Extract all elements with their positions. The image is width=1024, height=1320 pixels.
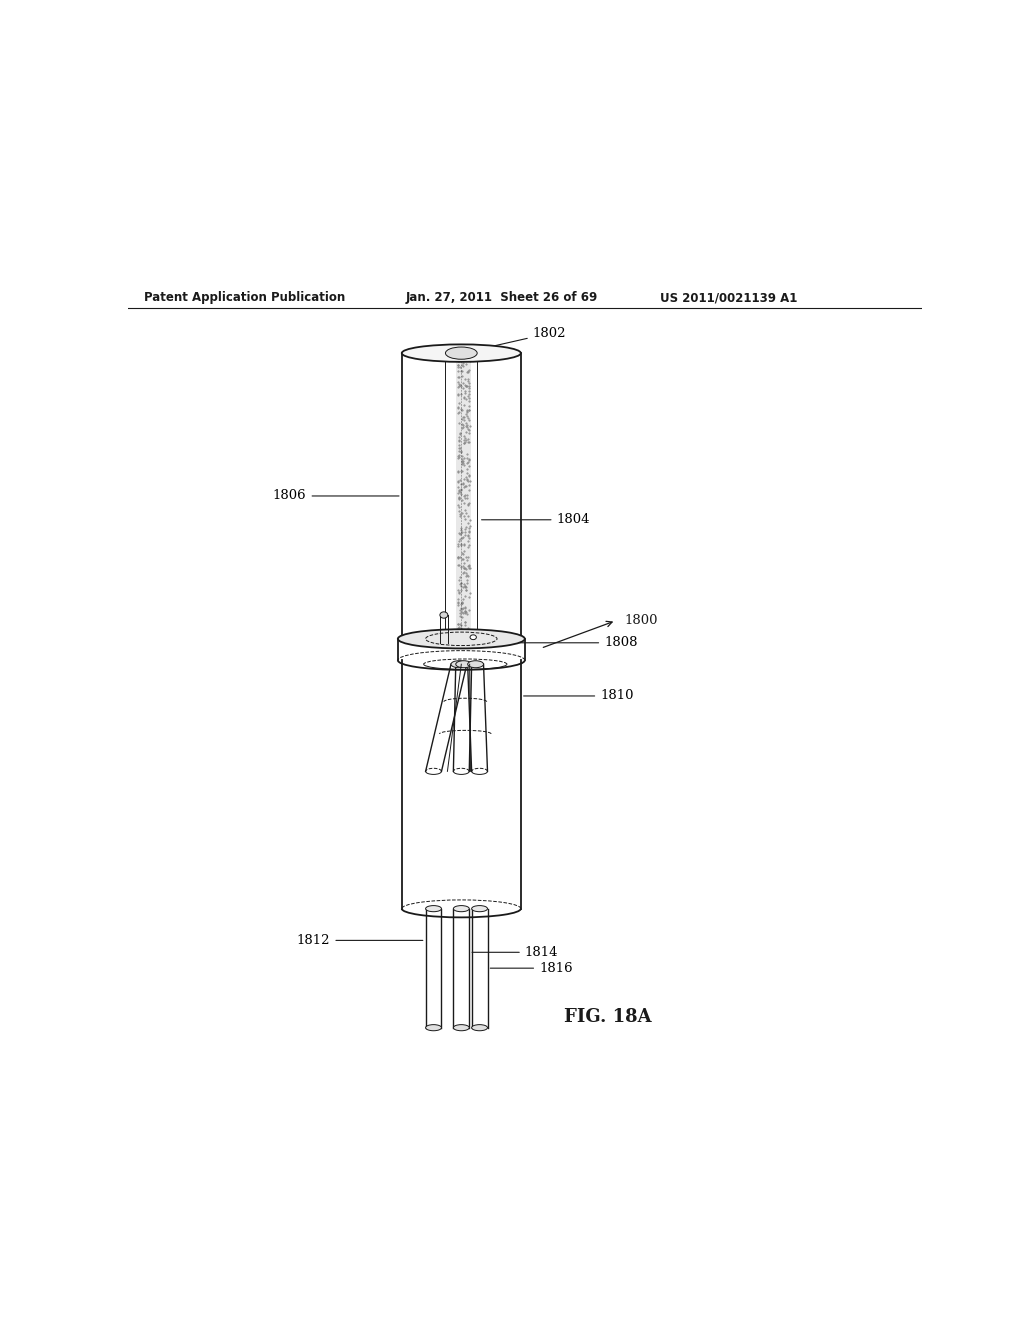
Text: 1808: 1808 bbox=[496, 636, 638, 649]
Text: 1810: 1810 bbox=[523, 689, 634, 702]
Ellipse shape bbox=[445, 347, 477, 359]
Text: Patent Application Publication: Patent Application Publication bbox=[143, 292, 345, 304]
Text: 1802: 1802 bbox=[472, 327, 566, 351]
Ellipse shape bbox=[397, 630, 525, 648]
Ellipse shape bbox=[454, 1024, 469, 1031]
Ellipse shape bbox=[472, 1024, 487, 1031]
Ellipse shape bbox=[426, 906, 441, 912]
Text: 1800: 1800 bbox=[624, 614, 657, 627]
Text: 1816: 1816 bbox=[490, 962, 572, 974]
Bar bbox=[456, 355, 471, 638]
Text: Jan. 27, 2011  Sheet 26 of 69: Jan. 27, 2011 Sheet 26 of 69 bbox=[406, 292, 598, 304]
Ellipse shape bbox=[440, 612, 447, 618]
Text: 1814: 1814 bbox=[472, 946, 558, 958]
Text: FIG. 18A: FIG. 18A bbox=[564, 1008, 652, 1027]
Ellipse shape bbox=[470, 635, 476, 640]
Ellipse shape bbox=[451, 661, 467, 668]
Text: 1806: 1806 bbox=[273, 490, 399, 503]
Ellipse shape bbox=[468, 661, 483, 668]
Ellipse shape bbox=[401, 345, 521, 362]
Text: 1804: 1804 bbox=[481, 513, 590, 527]
Ellipse shape bbox=[426, 1024, 441, 1031]
Ellipse shape bbox=[472, 906, 487, 912]
Text: US 2011/0021139 A1: US 2011/0021139 A1 bbox=[659, 292, 797, 304]
Text: 1812: 1812 bbox=[297, 933, 423, 946]
Ellipse shape bbox=[454, 906, 469, 912]
Ellipse shape bbox=[456, 661, 472, 668]
